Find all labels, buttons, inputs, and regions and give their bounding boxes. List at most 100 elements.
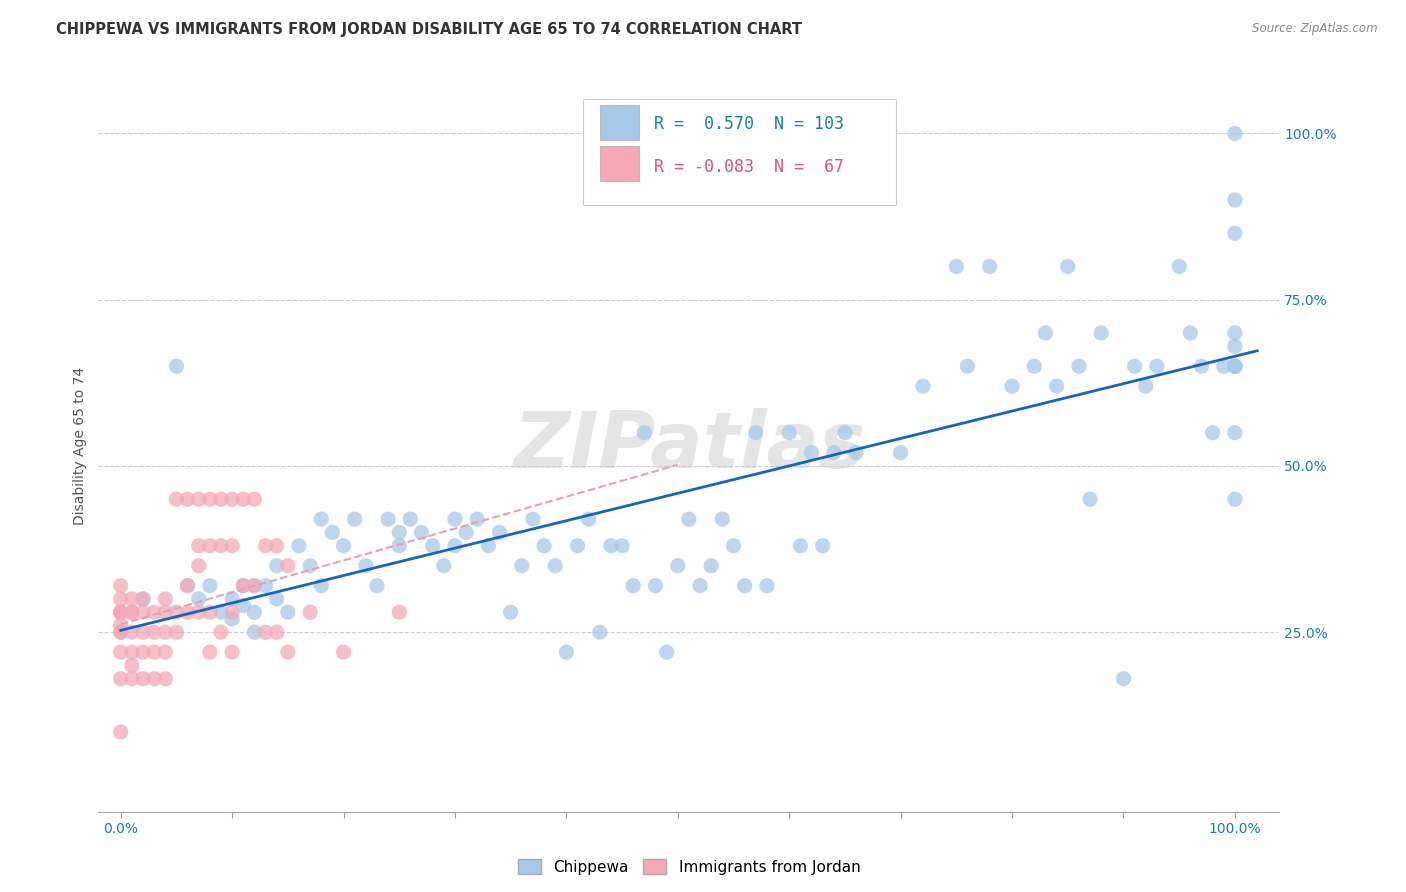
Point <box>232 599 254 613</box>
Y-axis label: Disability Age 65 to 74: Disability Age 65 to 74 <box>73 367 87 525</box>
Point <box>299 605 322 619</box>
Point <box>723 539 745 553</box>
Point <box>388 539 411 553</box>
Point <box>343 512 366 526</box>
Point <box>755 579 778 593</box>
Point <box>198 579 221 593</box>
Point <box>845 445 868 459</box>
Point <box>209 625 232 640</box>
Point <box>1035 326 1057 340</box>
Point <box>110 725 132 739</box>
Point <box>243 492 266 507</box>
Point <box>110 605 132 619</box>
Point <box>187 558 209 573</box>
Point <box>132 591 155 606</box>
Point <box>132 672 155 686</box>
Point <box>232 579 254 593</box>
Point <box>110 605 132 619</box>
Point <box>388 525 411 540</box>
Point <box>1223 193 1246 207</box>
Point <box>655 645 678 659</box>
Point <box>176 579 198 593</box>
Point <box>243 579 266 593</box>
Point <box>232 492 254 507</box>
Point <box>155 605 177 619</box>
Point <box>1067 359 1090 374</box>
Point <box>666 558 689 573</box>
Point <box>700 558 723 573</box>
Point <box>176 605 198 619</box>
Point <box>155 625 177 640</box>
Point <box>254 539 277 553</box>
Point <box>589 625 612 640</box>
Point <box>1078 492 1101 507</box>
FancyBboxPatch shape <box>600 105 640 140</box>
Point <box>522 512 544 526</box>
Point <box>221 645 243 659</box>
Point <box>388 605 411 619</box>
Point <box>477 539 499 553</box>
Point <box>745 425 768 440</box>
Point <box>266 625 288 640</box>
Point <box>155 591 177 606</box>
Point <box>110 605 132 619</box>
Point <box>444 512 467 526</box>
Point <box>266 591 288 606</box>
Point <box>121 591 143 606</box>
Text: ZIPatlas: ZIPatlas <box>513 408 865 484</box>
Point <box>1201 425 1223 440</box>
Point <box>110 645 132 659</box>
Point <box>143 605 166 619</box>
Point <box>354 558 377 573</box>
Point <box>633 425 655 440</box>
Point <box>254 625 277 640</box>
Point <box>132 625 155 640</box>
Point <box>433 558 456 573</box>
Point <box>321 525 343 540</box>
Point <box>1180 326 1202 340</box>
Point <box>243 605 266 619</box>
Point <box>1223 339 1246 353</box>
Point <box>243 579 266 593</box>
Point <box>1223 359 1246 374</box>
Point <box>488 525 510 540</box>
Point <box>277 605 299 619</box>
Point <box>1223 326 1246 340</box>
Point <box>1046 379 1069 393</box>
Point <box>143 625 166 640</box>
Point <box>499 605 522 619</box>
Point <box>232 579 254 593</box>
Point <box>309 512 332 526</box>
Point <box>567 539 589 553</box>
Point <box>121 658 143 673</box>
Text: R = -0.083  N =  67: R = -0.083 N = 67 <box>654 158 844 176</box>
Point <box>187 605 209 619</box>
Point <box>165 625 187 640</box>
Point <box>198 492 221 507</box>
Point <box>422 539 444 553</box>
Point <box>811 539 834 553</box>
Point <box>155 645 177 659</box>
Point <box>266 558 288 573</box>
Text: R =  0.570  N = 103: R = 0.570 N = 103 <box>654 115 844 133</box>
Point <box>555 645 578 659</box>
Point <box>198 645 221 659</box>
Legend: Chippewa, Immigrants from Jordan: Chippewa, Immigrants from Jordan <box>512 853 866 881</box>
Point <box>176 492 198 507</box>
Point <box>578 512 600 526</box>
Point <box>1024 359 1046 374</box>
Point <box>711 512 734 526</box>
Point <box>198 539 221 553</box>
Point <box>143 672 166 686</box>
Point <box>110 605 132 619</box>
Point <box>221 612 243 626</box>
Point <box>132 605 155 619</box>
Point <box>945 260 967 274</box>
Point <box>789 539 811 553</box>
Point <box>778 425 800 440</box>
Text: Source: ZipAtlas.com: Source: ZipAtlas.com <box>1253 22 1378 36</box>
Point <box>890 445 912 459</box>
Point <box>1223 425 1246 440</box>
Point <box>411 525 433 540</box>
Point <box>132 645 155 659</box>
